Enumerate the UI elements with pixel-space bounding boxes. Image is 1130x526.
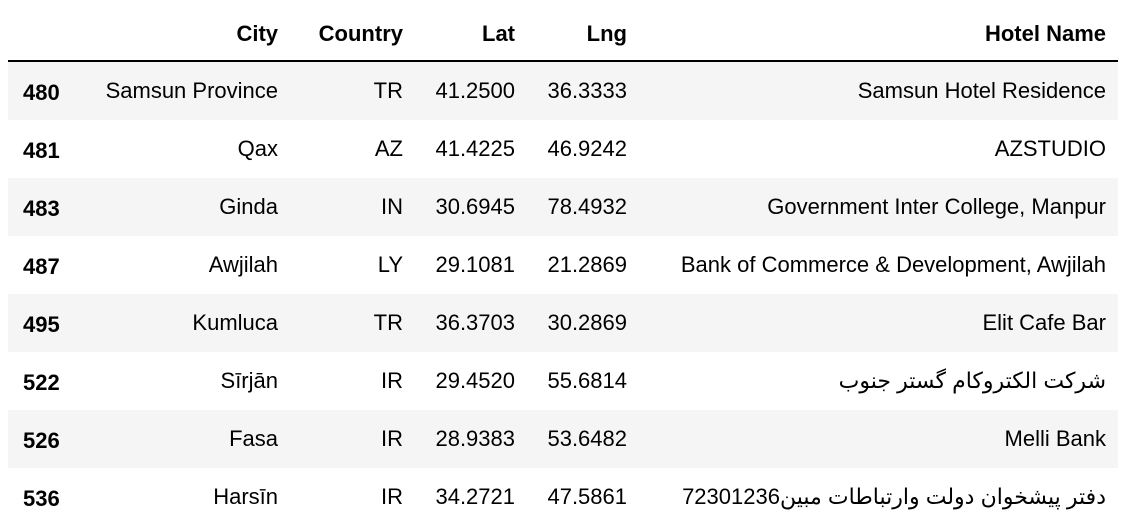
cell-country: IR xyxy=(290,468,415,526)
cell-country: IR xyxy=(290,410,415,468)
cell-hotel-name: شرکت الکتروکام گستر جنوب xyxy=(639,352,1118,410)
table-row: 487 Awjilah LY 29.1081 21.2869 Bank of C… xyxy=(8,236,1118,294)
cell-hotel-name: AZSTUDIO xyxy=(639,120,1118,178)
cell-city: Harsīn xyxy=(78,468,290,526)
dataframe-output: City Country Lat Lng Hotel Name 480 Sams… xyxy=(8,8,1118,526)
cell-hotel-name: Government Inter College, Manpur xyxy=(639,178,1118,236)
column-header-city: City xyxy=(78,8,290,62)
cell-city: Ginda xyxy=(78,178,290,236)
header-row: City Country Lat Lng Hotel Name xyxy=(8,8,1118,62)
row-index: 522 xyxy=(8,352,78,410)
hotel-name-text: دفتر پیشخوان دولت وارتباطات مبین72301236 xyxy=(682,484,1106,509)
cell-country: IN xyxy=(290,178,415,236)
cell-country: LY xyxy=(290,236,415,294)
index-header xyxy=(8,8,78,62)
cell-hotel-name: Melli Bank xyxy=(639,410,1118,468)
cell-country: TR xyxy=(290,294,415,352)
cell-country: TR xyxy=(290,61,415,120)
column-header-hotel-name: Hotel Name xyxy=(639,8,1118,62)
row-index: 526 xyxy=(8,410,78,468)
cell-lat: 29.1081 xyxy=(415,236,527,294)
table-row: 481 Qax AZ 41.4225 46.9242 AZSTUDIO xyxy=(8,120,1118,178)
cell-city: Samsun Province xyxy=(78,61,290,120)
row-index: 536 xyxy=(8,468,78,526)
column-header-lng: Lng xyxy=(527,8,639,62)
column-header-lat: Lat xyxy=(415,8,527,62)
row-index: 495 xyxy=(8,294,78,352)
cell-lat: 41.2500 xyxy=(415,61,527,120)
cell-city: Qax xyxy=(78,120,290,178)
cell-lng: 47.5861 xyxy=(527,468,639,526)
row-index: 487 xyxy=(8,236,78,294)
column-header-country: Country xyxy=(290,8,415,62)
cell-city: Awjilah xyxy=(78,236,290,294)
cell-lat: 28.9383 xyxy=(415,410,527,468)
table-row: 480 Samsun Province TR 41.2500 36.3333 S… xyxy=(8,61,1118,120)
row-index: 481 xyxy=(8,120,78,178)
table-row: 526 Fasa IR 28.9383 53.6482 Melli Bank xyxy=(8,410,1118,468)
hotel-table: City Country Lat Lng Hotel Name 480 Sams… xyxy=(8,8,1118,526)
cell-lng: 21.2869 xyxy=(527,236,639,294)
cell-lng: 78.4932 xyxy=(527,178,639,236)
cell-city: Fasa xyxy=(78,410,290,468)
table-row: 483 Ginda IN 30.6945 78.4932 Government … xyxy=(8,178,1118,236)
hotel-name-text: شرکت الکتروکام گستر جنوب xyxy=(838,368,1106,393)
cell-country: AZ xyxy=(290,120,415,178)
cell-lat: 41.4225 xyxy=(415,120,527,178)
cell-lng: 30.2869 xyxy=(527,294,639,352)
cell-hotel-name: Elit Cafe Bar xyxy=(639,294,1118,352)
cell-hotel-name: Bank of Commerce & Development, Awjilah xyxy=(639,236,1118,294)
cell-city: Sīrjān xyxy=(78,352,290,410)
cell-lng: 55.6814 xyxy=(527,352,639,410)
row-index: 483 xyxy=(8,178,78,236)
cell-lat: 34.2721 xyxy=(415,468,527,526)
cell-lat: 36.3703 xyxy=(415,294,527,352)
cell-lng: 46.9242 xyxy=(527,120,639,178)
cell-country: IR xyxy=(290,352,415,410)
table-body: 480 Samsun Province TR 41.2500 36.3333 S… xyxy=(8,61,1118,526)
cell-city: Kumluca xyxy=(78,294,290,352)
cell-lng: 53.6482 xyxy=(527,410,639,468)
row-index: 480 xyxy=(8,61,78,120)
table-row: 536 Harsīn IR 34.2721 47.5861 دفتر پیشخو… xyxy=(8,468,1118,526)
table-row: 522 Sīrjān IR 29.4520 55.6814 شرکت الکتر… xyxy=(8,352,1118,410)
table-header: City Country Lat Lng Hotel Name xyxy=(8,8,1118,62)
cell-lat: 29.4520 xyxy=(415,352,527,410)
cell-lng: 36.3333 xyxy=(527,61,639,120)
cell-hotel-name: دفتر پیشخوان دولت وارتباطات مبین72301236 xyxy=(639,468,1118,526)
cell-hotel-name: Samsun Hotel Residence xyxy=(639,61,1118,120)
table-row: 495 Kumluca TR 36.3703 30.2869 Elit Cafe… xyxy=(8,294,1118,352)
cell-lat: 30.6945 xyxy=(415,178,527,236)
